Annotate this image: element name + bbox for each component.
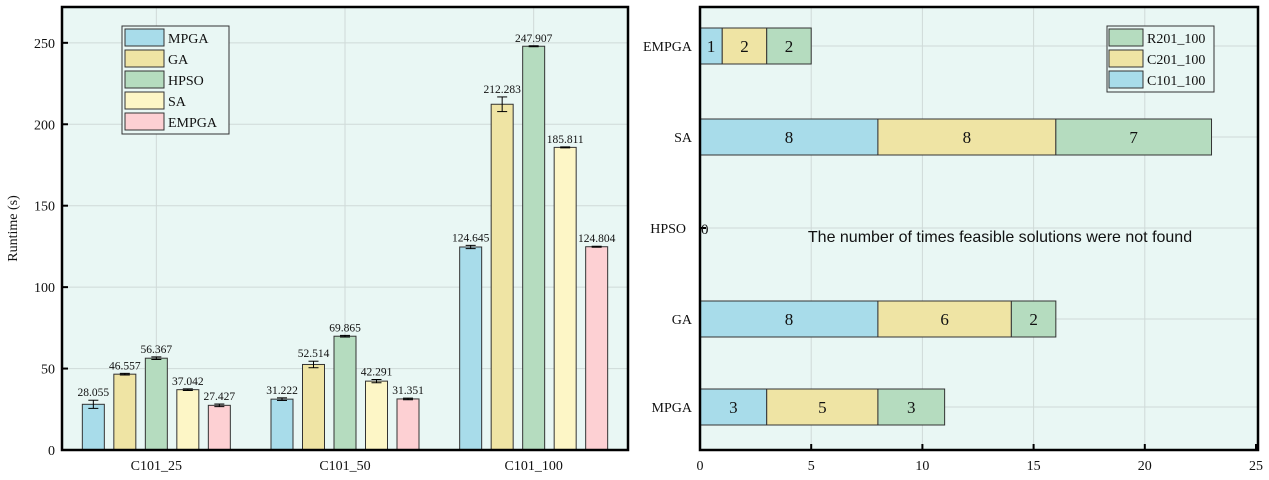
data-label: 52.514	[298, 348, 330, 360]
annotation: The number of times feasible solutions w…	[808, 229, 1192, 246]
bar-segment-r201_100	[1010, 300, 1057, 338]
data-label: 28.055	[78, 387, 110, 399]
segment-label: 1	[707, 37, 716, 56]
x-tick-label: 5	[808, 459, 815, 474]
data-label: 124.645	[452, 232, 490, 244]
legend-swatch-mpga	[124, 28, 165, 47]
bar-ga	[490, 103, 514, 451]
legend-swatch-hpso	[124, 70, 165, 89]
data-label: 185.811	[547, 134, 584, 146]
data-label: 46.557	[109, 360, 141, 372]
legend-label: SA	[168, 95, 187, 110]
bar-mpga	[81, 403, 105, 451]
bar-segment-r201_100	[1055, 118, 1213, 156]
legend-label: GA	[168, 53, 189, 68]
data-label: 31.351	[392, 385, 424, 397]
legend-label: EMPGA	[168, 116, 218, 131]
data-label: 27.427	[204, 391, 236, 403]
bar-segment-c201_100	[766, 388, 879, 426]
bar-empga	[396, 398, 420, 451]
x-tick-label: C101_25	[131, 459, 182, 474]
data-label: 247.907	[515, 33, 553, 45]
legend-label: R201_100	[1147, 32, 1205, 47]
bar-mpga	[459, 246, 483, 451]
y-tick-label: 50	[41, 363, 55, 378]
segment-label: 7	[1129, 128, 1138, 147]
bar-ga	[302, 363, 325, 451]
y-axis-label: Runtime (s)	[6, 195, 21, 262]
legend-swatch-empga	[124, 112, 165, 131]
legend-swatch	[1108, 49, 1144, 68]
segment-label: 2	[1029, 310, 1038, 329]
y-tick-label: MPGA	[652, 401, 693, 416]
bar-hpso	[522, 45, 546, 451]
y-tick-label: HPSO	[650, 222, 686, 237]
data-label: 212.283	[483, 84, 521, 96]
segment-label: 2	[740, 37, 749, 56]
legend-label: C101_100	[1147, 74, 1205, 89]
bar-mpga	[270, 398, 294, 451]
bar-segment-r201_100	[877, 388, 946, 426]
data-label: 56.367	[141, 344, 173, 356]
y-tick-label: SA	[674, 131, 693, 146]
infeasible-count-chart: 0 5 10 15 20 25 EMPGA 1 2 2 SA 8 8 7 HPSO GA 8 6 2 MPGA 3 5 3 0…	[643, 5, 1263, 474]
bar-segment-c101_100	[699, 388, 768, 426]
y-tick-label: GA	[672, 313, 693, 328]
runtime-chart: 0 50 100 150 200 250 C101_25 28.055 46.55756.367…	[6, 5, 630, 474]
x-tick-label: C101_50	[319, 459, 370, 474]
data-label: 42.291	[361, 366, 393, 378]
segment-label: 8	[785, 310, 794, 329]
legend-label: C201_100	[1147, 53, 1205, 68]
data-label: 69.865	[329, 322, 361, 334]
x-tick-label: 15	[1027, 459, 1041, 474]
y-tick-label: 250	[34, 37, 55, 52]
bar-sa	[176, 389, 200, 451]
plot-frame	[60, 5, 630, 452]
legend-swatch-ga	[124, 49, 165, 68]
bar-segment-c201_100	[877, 118, 1057, 156]
legend-label: MPGA	[168, 32, 209, 47]
bar-empga	[207, 404, 231, 451]
x-tick-label: 20	[1138, 459, 1152, 474]
segment-label: 3	[729, 398, 738, 417]
x-tick-label: 10	[915, 459, 929, 474]
plot-frame	[698, 5, 1260, 452]
y-tick-label: 200	[34, 118, 55, 133]
data-label: 124.804	[578, 233, 616, 245]
x-tick-label: C101_100	[504, 459, 562, 474]
segment-label: 5	[818, 398, 827, 417]
bar-hpso	[144, 357, 168, 451]
segment-label: 2	[785, 37, 794, 56]
bar-sa	[365, 380, 388, 451]
segment-label: 3	[907, 398, 916, 417]
y-tick-label: EMPGA	[643, 40, 693, 55]
segment-label: 6	[940, 310, 949, 329]
bar-segment-r201_100	[766, 27, 812, 65]
bar-empga	[585, 246, 609, 451]
bar-segment-c201_100	[877, 300, 1012, 338]
y-tick-label: 0	[48, 444, 55, 459]
legend-swatch-sa	[124, 91, 165, 110]
y-tick-label: 100	[34, 281, 55, 296]
bar-segment-c201_100	[721, 27, 768, 65]
bar-sa	[553, 146, 577, 451]
segment-label: 8	[785, 128, 794, 147]
legend-swatch	[1108, 70, 1144, 89]
x-tick-label: 0	[697, 459, 704, 474]
y-tick-label: 150	[34, 200, 55, 215]
data-label: 37.042	[172, 376, 204, 388]
segment-label: 8	[963, 128, 972, 147]
bar-ga	[113, 373, 137, 451]
legend-label: HPSO	[168, 74, 204, 89]
legend-swatch	[1108, 28, 1144, 47]
data-label: 31.222	[266, 385, 298, 397]
x-tick-label: 25	[1249, 459, 1263, 474]
hpso-zero-label: 0	[701, 222, 709, 238]
bar-hpso	[333, 335, 357, 451]
